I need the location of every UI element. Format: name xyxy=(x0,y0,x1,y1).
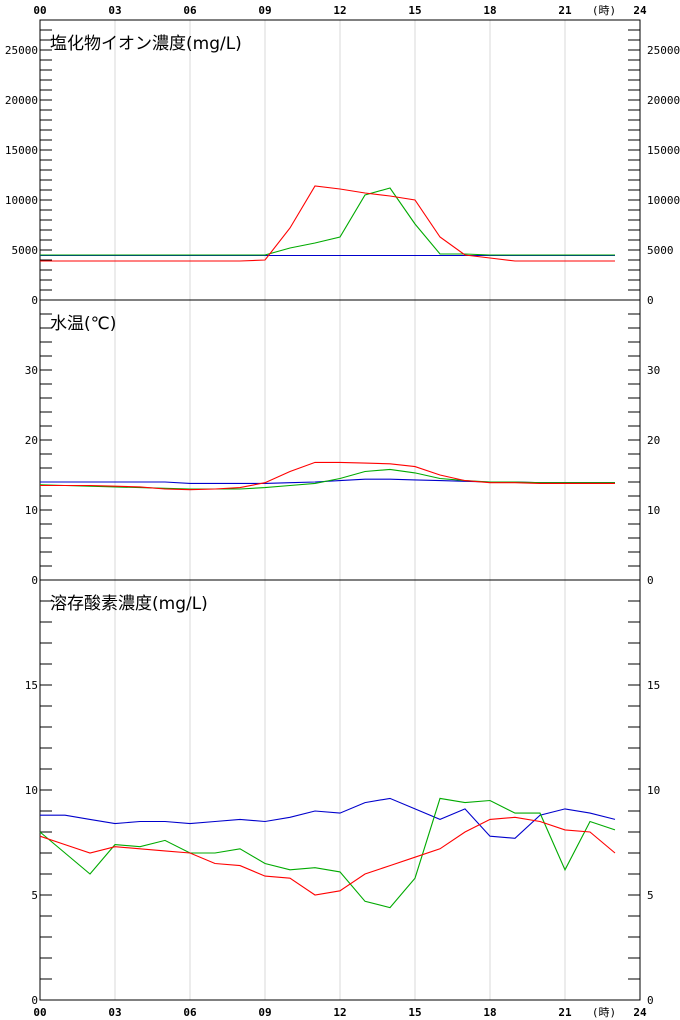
series-line xyxy=(40,185,615,262)
y-tick-label-left: 15 xyxy=(25,679,38,692)
y-tick-label-left: 20000 xyxy=(5,94,38,107)
y-tick-label-right: 15 xyxy=(647,679,660,692)
y-tick-label-right: 0 xyxy=(647,574,654,587)
y-tick-label-right: 0 xyxy=(647,994,654,1007)
y-tick-label-left: 30 xyxy=(25,364,38,377)
panel-frame xyxy=(39,579,641,1001)
top-x-tick-label: 00 xyxy=(33,4,46,17)
y-tick-label-left: 10 xyxy=(25,504,38,517)
bottom-x-tick-label: 12 xyxy=(333,1006,346,1019)
top-x-tick-label: 24 xyxy=(633,4,647,17)
y-tick-label-left: 10000 xyxy=(5,194,38,207)
series-line xyxy=(39,797,616,909)
top-x-tick-label: 06 xyxy=(183,4,197,17)
y-tick-label-left: 5 xyxy=(31,889,38,902)
panel-title: 塩化物イオン濃度(mg/L) xyxy=(50,34,242,54)
y-tick-label-right: 10 xyxy=(647,784,660,797)
y-tick-label-right: 20 xyxy=(647,434,660,447)
bottom-x-tick-label: 15 xyxy=(408,1006,421,1019)
chart-panel: 0 0 5000 5000 10000 10000 15000 15000 20000 20000… xyxy=(5,19,680,307)
series-line xyxy=(40,797,616,839)
y-tick-label-right: 5000 xyxy=(647,244,674,257)
top-x-tick-label: 15 xyxy=(408,4,421,17)
y-tick-label-left: 15000 xyxy=(5,144,38,157)
top-x-tick-label: 21 xyxy=(558,4,572,17)
y-tick-label-right: 25000 xyxy=(647,44,680,57)
top-time-axis: 00 03 06 09 12 15 18 21 24 (時) xyxy=(33,4,647,17)
y-tick-label-right: 10 xyxy=(647,504,660,517)
y-tick-label-right: 0 xyxy=(647,294,654,307)
y-tick-label-right: 15000 xyxy=(647,144,680,157)
top-x-unit-label: (時) xyxy=(592,4,616,17)
chart-panel: 0 0 10 10 20 20 30 30 水温(℃) xyxy=(25,299,660,587)
bottom-x-tick-label: 03 xyxy=(108,1006,121,1019)
y-tick-label-left: 0 xyxy=(31,294,38,307)
bottom-x-tick-label: 24 xyxy=(633,1006,647,1019)
top-x-tick-label: 09 xyxy=(258,4,271,17)
bottom-x-tick-label: 21 xyxy=(558,1006,572,1019)
series-line xyxy=(39,816,616,896)
y-tick-label-left: 0 xyxy=(31,574,38,587)
top-x-tick-label: 18 xyxy=(483,4,496,17)
chart-panel: 0 0 5 5 10 10 15 15 溶存酸素濃度(mg/L) xyxy=(25,579,660,1007)
y-tick-label-left: 10 xyxy=(25,784,38,797)
bottom-x-tick-label: 00 xyxy=(33,1006,46,1019)
y-tick-label-left: 20 xyxy=(25,434,38,447)
bottom-x-tick-label: 09 xyxy=(258,1006,271,1019)
bottom-time-axis: 00 03 06 09 12 15 18 21 24 (時) xyxy=(33,1006,647,1019)
y-tick-label-right: 10000 xyxy=(647,194,680,207)
bottom-x-tick-label: 18 xyxy=(483,1006,496,1019)
y-tick-label-right: 30 xyxy=(647,364,660,377)
bottom-x-unit-label: (時) xyxy=(592,1006,616,1019)
series-line xyxy=(39,468,615,490)
y-tick-label-right: 20000 xyxy=(647,94,680,107)
bottom-x-tick-label: 06 xyxy=(183,1006,197,1019)
panel-title: 水温(℃) xyxy=(50,314,116,334)
top-x-tick-label: 12 xyxy=(333,4,346,17)
series-line xyxy=(40,187,615,256)
y-tick-label-right: 5 xyxy=(647,889,654,902)
y-tick-label-left: 5000 xyxy=(12,244,39,257)
y-tick-label-left: 0 xyxy=(31,994,38,1007)
series-line xyxy=(40,461,615,491)
y-tick-label-left: 25000 xyxy=(5,44,38,57)
panel-title: 溶存酸素濃度(mg/L) xyxy=(50,594,208,614)
top-x-tick-label: 03 xyxy=(108,4,121,17)
